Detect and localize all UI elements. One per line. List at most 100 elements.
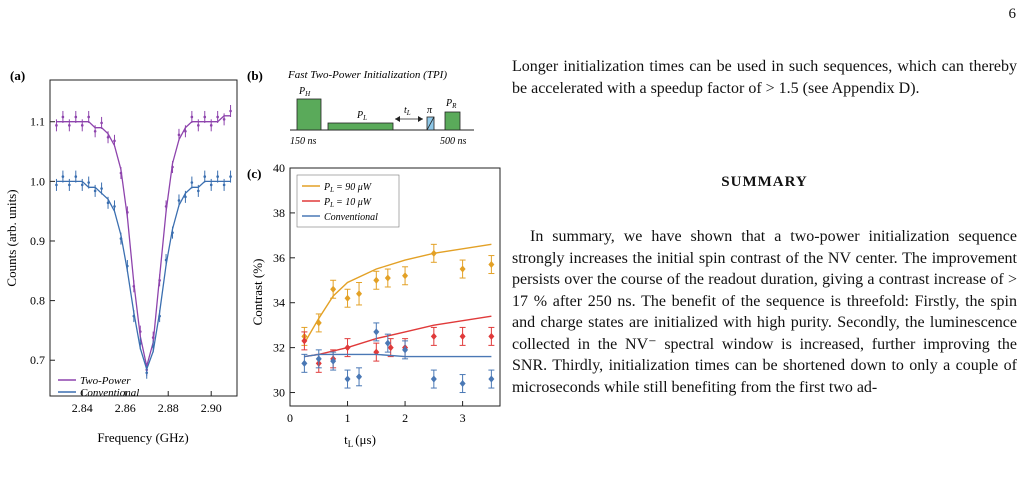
data-point xyxy=(184,129,187,133)
panel-a-chart: 2.84 2.86 2.88 2.90 0.7 0.8 0.9 1.0 1.1 Frequenc… xyxy=(4,79,238,445)
text-column: Longer initialization times can be used … xyxy=(512,56,1017,396)
data-point xyxy=(402,272,409,280)
data-point xyxy=(164,205,168,208)
data-point xyxy=(106,201,110,205)
pr-pulse xyxy=(444,111,461,131)
data-point xyxy=(203,175,207,178)
data-point xyxy=(164,258,168,262)
data-point xyxy=(61,115,65,119)
data-point xyxy=(216,115,219,119)
panel-c-frame xyxy=(289,167,501,407)
data-point xyxy=(373,276,380,284)
data-point xyxy=(158,279,161,282)
data-point xyxy=(402,346,409,354)
data-point xyxy=(315,355,322,363)
data-point xyxy=(459,332,466,340)
panel-a-label: (a) xyxy=(10,68,25,83)
data-point xyxy=(119,171,123,175)
data-point xyxy=(126,264,129,268)
panel-c-xlabel: tL (μs) xyxy=(344,432,376,449)
y-tick-label: 0.7 xyxy=(30,353,45,367)
data-point xyxy=(387,344,394,352)
data-point xyxy=(68,183,71,187)
data-point xyxy=(222,118,226,121)
data-point xyxy=(459,265,466,273)
data-point xyxy=(171,165,174,169)
data-point xyxy=(132,284,136,288)
data-point xyxy=(74,115,78,119)
data-point xyxy=(55,183,58,187)
data-point xyxy=(138,342,142,345)
data-point xyxy=(177,199,181,202)
pl-pulse xyxy=(327,122,394,131)
data-point xyxy=(203,115,207,119)
pulse-title: Fast Two-Power Initialization (TPI) xyxy=(287,69,447,81)
data-point xyxy=(138,330,142,333)
paragraph-1: Longer initialization times can be used … xyxy=(512,58,1017,97)
series-line xyxy=(56,180,231,372)
data-point xyxy=(430,249,437,257)
data-point xyxy=(209,124,213,127)
pi-hatch xyxy=(426,116,435,131)
panel-b-label: (b) xyxy=(247,68,263,83)
data-point xyxy=(344,294,351,302)
y-tick-label: 0.8 xyxy=(30,294,45,308)
y-tick-label: 1.0 xyxy=(30,174,45,188)
data-point xyxy=(384,274,391,282)
y-tick-label: 1.1 xyxy=(30,115,45,129)
data-point xyxy=(80,183,84,187)
data-point xyxy=(190,181,194,184)
data-point xyxy=(344,344,351,352)
figure: (a) (b) (c) 2.84 2.86 2.88 2.90 0.7 0.8 0.9 1.0… xyxy=(4,68,501,449)
x-tick-label: 0 xyxy=(287,411,293,425)
panel-b-diagram: Fast Two-Power Initialization (TPI) PH P… xyxy=(287,69,474,147)
data-point xyxy=(158,314,161,318)
x-tick-label: 2.90 xyxy=(201,401,222,415)
data-point xyxy=(190,115,194,119)
data-point xyxy=(229,175,232,178)
x-tick-label: 3 xyxy=(460,411,466,425)
data-point xyxy=(113,139,116,143)
y-tick-label: 34 xyxy=(273,296,285,310)
pl-label: PL xyxy=(356,110,367,122)
data-point xyxy=(177,133,181,137)
legend-two-power: Two-Power xyxy=(80,375,131,387)
y-tick-label: 0.9 xyxy=(30,234,45,248)
duration-500: 500 ns xyxy=(440,136,467,147)
pi-label: π xyxy=(427,105,433,116)
data-point xyxy=(68,124,71,127)
data-point xyxy=(373,328,380,336)
page-number: 6 xyxy=(1008,6,1017,22)
data-point xyxy=(126,211,129,214)
fit-line xyxy=(304,315,492,358)
ph-label: PH xyxy=(298,86,311,98)
data-point xyxy=(55,124,58,127)
data-point xyxy=(384,339,391,347)
fit-line xyxy=(304,353,492,358)
panel-a-xlabel: Frequency (GHz) xyxy=(97,430,188,445)
panel-a-ylabel: Counts (arb. units) xyxy=(4,189,19,286)
y-tick-label: 30 xyxy=(273,386,285,400)
panel-c-label: (c) xyxy=(247,166,261,181)
data-point xyxy=(356,290,363,298)
data-point xyxy=(356,373,363,381)
y-tick-label: 38 xyxy=(273,206,285,220)
data-point xyxy=(222,183,226,187)
data-point xyxy=(459,380,466,388)
data-point xyxy=(119,237,123,240)
panel-a-frame xyxy=(49,79,238,397)
legend-conv-c: Conventional xyxy=(324,212,378,223)
summary-heading: SUMMARY xyxy=(721,174,808,190)
data-point xyxy=(93,189,97,193)
panel-c-chart: 0 1 2 3 30 32 34 36 38 40 tL (μs) Contrast (%) PL =… xyxy=(250,161,501,449)
data-point xyxy=(430,375,437,383)
data-point xyxy=(209,183,213,187)
data-point xyxy=(301,359,308,367)
pr-label: PR xyxy=(445,98,457,110)
data-point xyxy=(87,181,90,184)
data-point xyxy=(330,357,337,365)
data-point xyxy=(100,187,103,190)
data-point xyxy=(151,345,155,348)
data-point xyxy=(87,115,90,119)
ph-pulse xyxy=(296,98,322,131)
